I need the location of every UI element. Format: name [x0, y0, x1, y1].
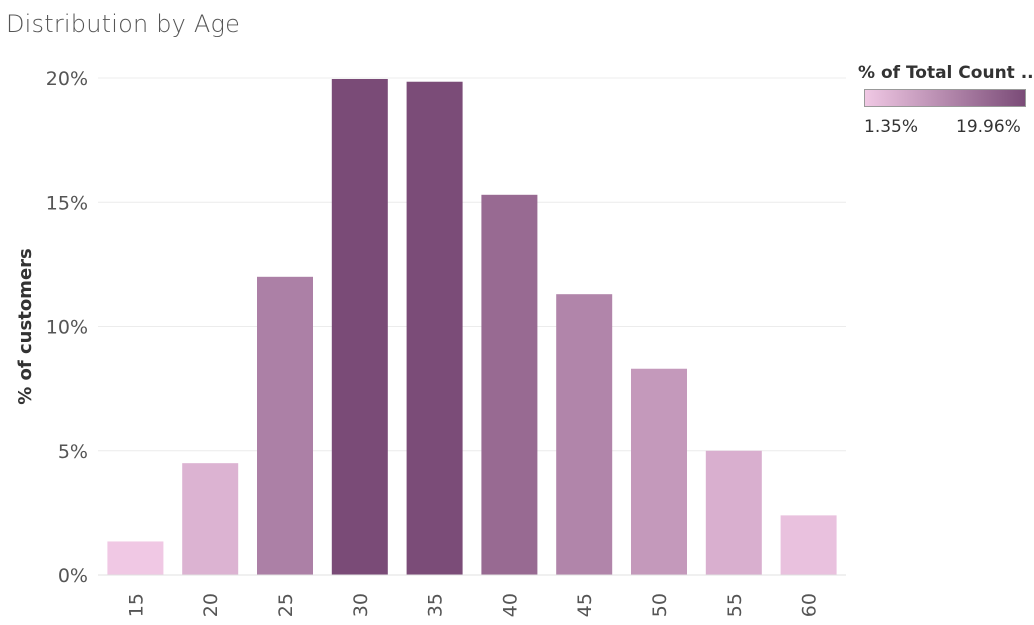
y-tick-label: 5% [58, 441, 88, 463]
x-tick-label: 55 [724, 593, 746, 617]
bar [257, 276, 313, 575]
y-axis-label: % of customers [15, 248, 36, 405]
bar [107, 541, 164, 575]
x-tick-label: 20 [200, 593, 222, 617]
x-tick-label: 60 [799, 593, 821, 617]
legend-title: % of Total Count .. [858, 63, 1034, 83]
bar [182, 463, 239, 575]
bar [705, 450, 762, 575]
legend-max-label: 19.96% [956, 117, 1021, 137]
bar [631, 368, 687, 575]
y-tick-label: 15% [46, 192, 88, 214]
y-tick-label: 20% [46, 68, 88, 90]
chart-title: Distribution by Age [6, 10, 241, 38]
x-tick-label: 25 [275, 593, 297, 617]
x-tick-label: 50 [649, 593, 671, 617]
bar [331, 78, 388, 575]
legend-min-label: 1.35% [864, 117, 919, 137]
y-tick-label: 10% [46, 317, 88, 339]
bar [481, 194, 538, 576]
x-tick-label: 40 [499, 593, 521, 617]
x-tick-label: 45 [574, 593, 596, 617]
legend-color-scale [864, 89, 1026, 107]
x-tick-label: 30 [350, 593, 372, 617]
bar [406, 81, 463, 575]
bar [780, 515, 837, 575]
x-tick-label: 35 [425, 593, 447, 617]
bar [556, 294, 613, 575]
y-tick-label: 0% [58, 565, 88, 587]
x-tick-label: 15 [125, 593, 147, 617]
